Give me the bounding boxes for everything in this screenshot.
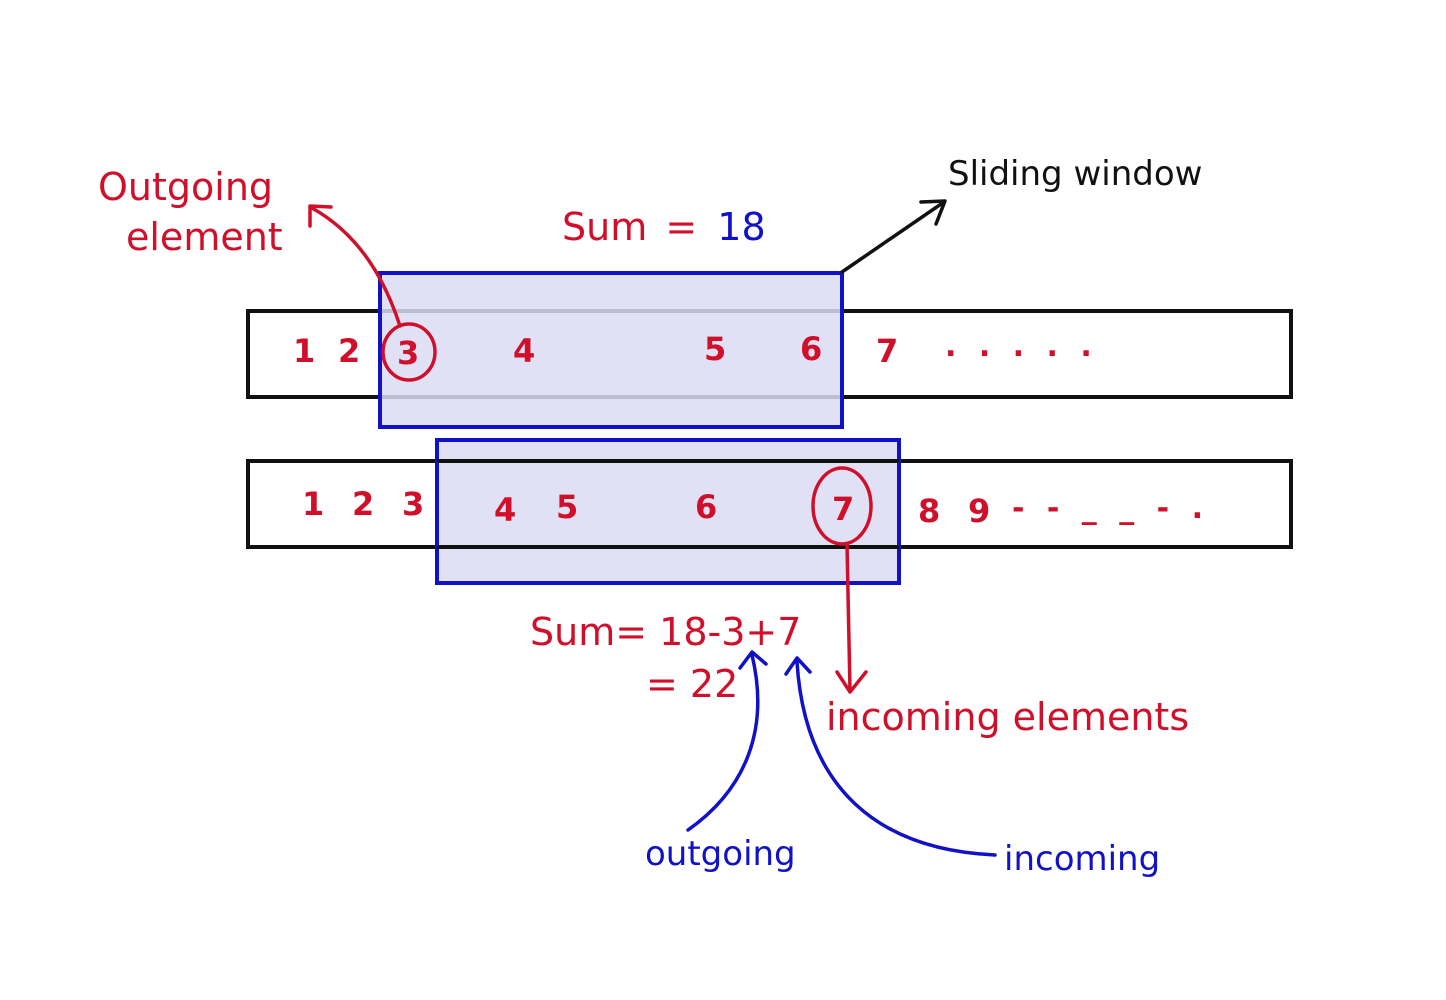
incoming-element-circle	[811, 466, 873, 546]
incoming-elements-arrow	[845, 542, 852, 692]
outgoing-label: outgoing	[645, 834, 796, 874]
bottom-array-item: 8	[918, 492, 940, 530]
bottom-array-item: 4	[494, 491, 516, 529]
outgoing-arrow	[686, 653, 760, 832]
top-array-item-outgoing: 3	[397, 334, 419, 372]
outgoing-arrowhead	[738, 650, 768, 670]
bottom-array-item: 3	[402, 485, 424, 523]
bottom-array-item: 1	[302, 485, 324, 523]
top-sum-word: Sum	[562, 205, 647, 249]
bottom-array-item-incoming: 7	[832, 490, 854, 528]
bottom-array-ellipsis: - - _ _ - .	[1012, 491, 1209, 526]
outgoing-element-arrowhead	[308, 204, 333, 228]
sliding-window-arrow	[840, 200, 946, 274]
outgoing-element-arrow	[310, 206, 402, 328]
top-sliding-window	[378, 271, 844, 429]
top-array-item: 2	[338, 332, 360, 370]
top-sum-equals: =	[665, 205, 697, 249]
incoming-label: incoming	[1004, 839, 1160, 879]
bottom-sum-result: = 22	[646, 662, 738, 706]
outgoing-element-label-line1: Outgoing	[98, 165, 273, 209]
top-array-item: 1	[293, 332, 315, 370]
incoming-elements-label: incoming elements	[826, 695, 1189, 739]
sliding-window-arrowhead	[919, 199, 947, 226]
top-array-ellipsis: . . . . .	[945, 329, 1098, 364]
incoming-elements-arrowhead	[835, 670, 868, 694]
top-array-item: 5	[704, 330, 726, 368]
sliding-window-label: Sliding window	[948, 154, 1202, 194]
bottom-array-item: 6	[695, 488, 717, 526]
top-array-item: 7	[876, 332, 898, 370]
incoming-arrowhead	[784, 656, 812, 676]
top-sum-value: 18	[717, 205, 765, 249]
top-array-item: 6	[800, 330, 822, 368]
bottom-array-item: 2	[352, 485, 374, 523]
bottom-sliding-window	[435, 438, 901, 585]
bottom-array-item: 9	[968, 492, 990, 530]
incoming-arrow	[795, 660, 997, 857]
outgoing-element-circle	[381, 322, 437, 382]
bottom-array-item: 5	[556, 488, 578, 526]
top-array-item: 4	[513, 332, 535, 370]
top-sum-label: Sum = 18	[562, 205, 766, 249]
outgoing-element-label-line2: element	[126, 215, 283, 259]
bottom-sum-expression: Sum= 18-3+7	[530, 610, 801, 654]
